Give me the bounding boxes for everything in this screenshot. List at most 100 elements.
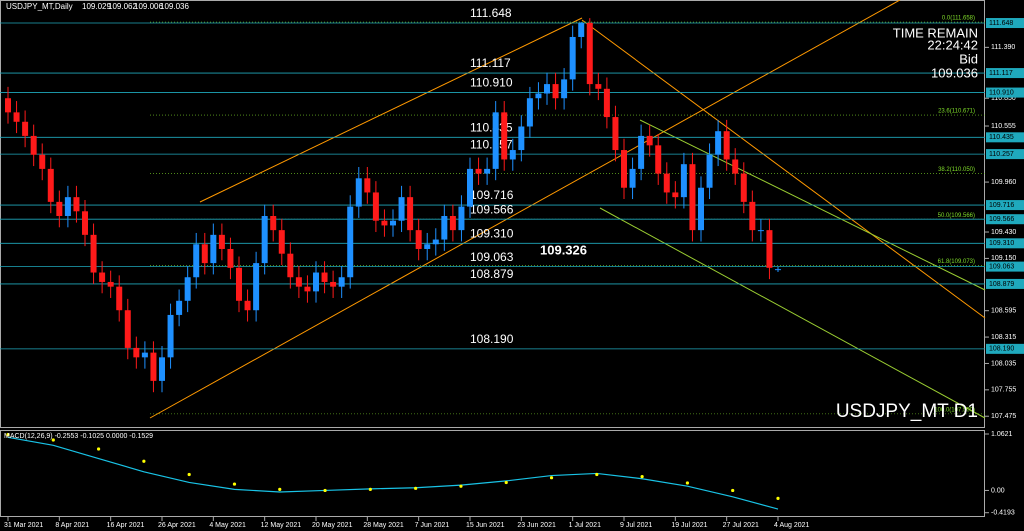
level-box-label: 108.879 bbox=[989, 281, 1014, 288]
candle-body bbox=[227, 248, 234, 268]
candle-body bbox=[484, 168, 491, 174]
candle-body bbox=[261, 216, 268, 264]
level-label: 111.117 bbox=[470, 56, 511, 70]
x-tick-label: 8 Apr 2021 bbox=[55, 522, 89, 529]
candle-body bbox=[663, 173, 670, 193]
candle-body bbox=[381, 220, 388, 226]
candle-body bbox=[73, 197, 80, 212]
y-tick-label: 108.595 bbox=[991, 308, 1016, 315]
candle-body bbox=[449, 216, 456, 231]
candle-body bbox=[552, 84, 559, 99]
candle-body bbox=[64, 197, 71, 216]
level-box-label: 108.190 bbox=[989, 346, 1014, 353]
candle-body bbox=[56, 201, 63, 216]
candle-body bbox=[338, 277, 345, 287]
candle-body bbox=[150, 352, 157, 381]
candle-body bbox=[646, 135, 653, 146]
indicator-line bbox=[7, 436, 779, 510]
candle-body bbox=[184, 277, 191, 301]
level-box bbox=[986, 87, 1024, 98]
candle-body bbox=[330, 281, 337, 287]
candle-body bbox=[544, 84, 550, 94]
candle-body bbox=[732, 159, 739, 174]
indicator-dot bbox=[549, 476, 554, 480]
ohlc-low: 109.006 bbox=[134, 2, 163, 11]
level-box-label: 109.310 bbox=[989, 240, 1014, 247]
candle-body bbox=[775, 269, 781, 271]
candle-body bbox=[501, 112, 508, 160]
level-box-label: 110.257 bbox=[989, 151, 1014, 158]
indicator bbox=[6, 433, 780, 510]
fib-label: 23.6(110.671) bbox=[938, 109, 975, 115]
candle-body bbox=[278, 230, 285, 254]
bid-value: 109.036 bbox=[931, 65, 978, 80]
candle-body bbox=[270, 216, 277, 231]
indicator-dot bbox=[51, 438, 55, 442]
level-label: 110.910 bbox=[470, 76, 513, 90]
level-box-label: 111.648 bbox=[989, 20, 1013, 27]
candle-body bbox=[766, 230, 773, 268]
candle-body bbox=[509, 150, 516, 160]
candle-body bbox=[432, 239, 439, 245]
indicator-tick-label: 1.0621 bbox=[991, 431, 1013, 438]
watermark: USDJPY_MT D1 bbox=[836, 401, 978, 422]
indicator-frame bbox=[0, 430, 985, 517]
candle-body bbox=[39, 154, 46, 169]
indicator-dot bbox=[731, 488, 735, 493]
candle-body bbox=[749, 201, 756, 231]
indicator-dot bbox=[232, 482, 237, 486]
candle-body bbox=[492, 112, 499, 169]
candle-body bbox=[355, 178, 362, 207]
candle-body bbox=[210, 234, 217, 264]
candle-body bbox=[193, 244, 200, 278]
candle-body bbox=[621, 150, 627, 188]
trend-line bbox=[199, 17, 583, 203]
indicator-dot bbox=[640, 475, 644, 479]
y-tick-label: 107.755 bbox=[991, 387, 1016, 394]
level-box bbox=[986, 149, 1024, 160]
candle-body bbox=[578, 22, 585, 37]
indicator-dot bbox=[278, 487, 282, 491]
candle-body bbox=[715, 131, 722, 155]
level-label: 109.566 bbox=[470, 202, 514, 216]
candle-body bbox=[287, 253, 294, 278]
x-tick-label: 4 May 2021 bbox=[209, 522, 246, 529]
candle-body bbox=[141, 352, 148, 358]
level-box bbox=[986, 18, 1024, 29]
axes: 111.390 110.850 110.555 109.960 109.430 109.1… bbox=[4, 18, 1024, 529]
indicator-tick-label: -0.4193 bbox=[991, 510, 1015, 517]
candle-body bbox=[415, 230, 422, 249]
x-tick-label: 12 May 2021 bbox=[261, 522, 302, 529]
candle-body bbox=[629, 168, 636, 188]
x-tick-label: 9 Jul 2021 bbox=[620, 522, 652, 529]
candle-body bbox=[107, 281, 114, 287]
candle-body bbox=[90, 234, 97, 273]
indicator-dot bbox=[96, 447, 101, 451]
x-tick-label: 26 Apr 2021 bbox=[158, 522, 196, 529]
trend-line bbox=[149, 0, 901, 419]
level-label: 108.190 bbox=[470, 332, 514, 346]
candle-body bbox=[672, 192, 679, 198]
indicator-title: MACD(12,26,9) -0.2553 -0.1025 0.0000 -0.… bbox=[4, 433, 153, 440]
time-label: TIME REMAIN bbox=[893, 25, 978, 40]
candle-body bbox=[740, 173, 747, 202]
level-box bbox=[986, 261, 1024, 272]
candle-body bbox=[159, 357, 165, 381]
candle-body bbox=[321, 272, 328, 282]
level-label: 109.063 bbox=[470, 250, 514, 264]
level-box-label: 109.063 bbox=[989, 263, 1014, 270]
candle-body bbox=[586, 22, 593, 85]
x-tick-label: 7 Jun 2021 bbox=[415, 522, 450, 529]
y-tick-label: 110.850 bbox=[991, 95, 1016, 102]
candle-body bbox=[655, 145, 662, 174]
candle-body bbox=[5, 98, 11, 113]
x-tick-label: 23 Jun 2021 bbox=[517, 522, 556, 529]
x-tick-label: 31 Mar 2021 bbox=[4, 522, 43, 529]
annotation: 109.326 bbox=[540, 242, 587, 257]
level-label: 108.879 bbox=[470, 267, 514, 281]
candle-body bbox=[424, 244, 431, 249]
candle-body bbox=[407, 197, 414, 231]
